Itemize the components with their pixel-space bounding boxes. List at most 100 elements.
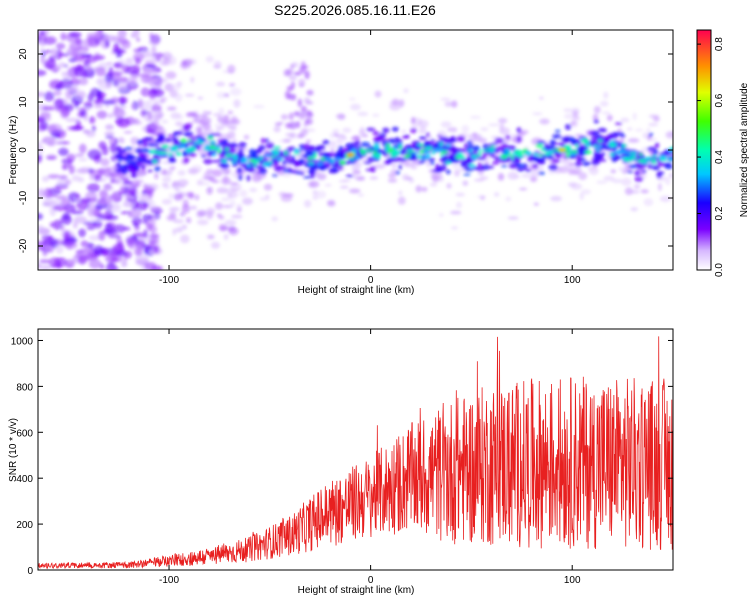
heatmap-blob: [180, 138, 188, 144]
heatmap-blob: [76, 248, 90, 259]
heatmap-blob: [298, 144, 306, 149]
heatmap-blob: [354, 145, 360, 148]
heatmap-blob: [206, 186, 213, 195]
heatmap-blob: [71, 125, 85, 131]
heatmap-blob: [582, 160, 591, 167]
heatmap-blob: [401, 135, 409, 139]
heatmap-blob: [136, 160, 142, 167]
heatmap-blob: [600, 100, 609, 107]
heatmap-blob: [415, 185, 422, 193]
heatmap-blob: [373, 137, 382, 140]
heatmap-blob: [620, 134, 626, 138]
heatmap-blob: [629, 190, 640, 194]
heatmap-blob: [74, 53, 86, 62]
heatmap-blob: [358, 128, 366, 137]
heatmap-blob: [350, 157, 355, 161]
heatmap-blob: [60, 78, 73, 89]
heatmap-blob: [651, 160, 657, 165]
heatmap-blob: [206, 234, 215, 240]
heatmap-blob: [303, 176, 313, 179]
heatmap-blob: [131, 103, 136, 110]
heatmap-blob: [88, 235, 101, 241]
heatmap-blob: [347, 153, 354, 157]
heatmap-blob: [126, 235, 132, 240]
heatmap-blob: [101, 99, 116, 105]
x-tick-label: 0: [368, 575, 374, 586]
heatmap-blob: [87, 208, 93, 215]
heatmap-blob: [101, 145, 109, 156]
heatmap-blob: [38, 225, 45, 231]
heatmap-blob: [240, 158, 249, 163]
heatmap-blob: [227, 110, 234, 115]
heatmap-blob: [548, 150, 554, 155]
heatmap-blob: [441, 150, 448, 154]
heatmap-blob: [445, 169, 451, 175]
heatmap-blob: [516, 166, 525, 172]
heatmap-blob: [98, 80, 113, 90]
heatmap-blob: [342, 178, 352, 183]
heatmap-blob: [464, 167, 474, 172]
heatmap-blob: [351, 149, 358, 154]
heatmap-blob: [457, 148, 466, 154]
colorbar-tick-label: 0.6: [714, 93, 725, 107]
heatmap-blob: [532, 112, 543, 116]
heatmap-blob: [559, 159, 572, 164]
heatmap-blob: [78, 228, 87, 238]
heatmap-blob: [121, 112, 128, 117]
heatmap-blob: [278, 192, 287, 197]
heatmap-blob: [440, 97, 451, 101]
heatmap-blob: [649, 165, 659, 168]
heatmap-blob: [174, 93, 183, 102]
heatmap-blob: [304, 70, 310, 80]
heatmap-blob: [578, 172, 588, 181]
heatmap-blob: [220, 197, 230, 202]
heatmap-blob: [321, 156, 326, 161]
heatmap-blob: [185, 112, 197, 118]
heatmap-blob: [148, 183, 160, 191]
heatmap-blob: [201, 177, 214, 180]
heatmap-blob: [608, 132, 619, 139]
heatmap-blob: [646, 156, 652, 161]
heatmap-blob: [53, 98, 65, 109]
colorbar-tick-label: 0.8: [714, 37, 725, 51]
heatmap-blob: [145, 64, 157, 68]
heatmap-blob: [136, 139, 144, 145]
heatmap-blob: [618, 138, 625, 143]
heatmap-blob: [60, 107, 70, 119]
heatmap-blob: [556, 153, 562, 159]
heatmap-blob: [96, 110, 108, 119]
heatmap-blob: [274, 122, 282, 127]
heatmap-blob: [104, 167, 116, 173]
heatmap-blob: [571, 149, 578, 154]
heatmap-blob: [468, 149, 474, 153]
heatmap-blob: [228, 227, 239, 236]
heatmap-blob: [212, 159, 220, 163]
heatmap-blob: [342, 136, 348, 141]
heatmap-blob: [229, 83, 236, 87]
heatmap-blob: [87, 242, 95, 249]
heatmap-blob: [190, 152, 197, 157]
heatmap-blob: [283, 69, 291, 76]
heatmap-blob: [325, 157, 331, 162]
heatmap-blob: [202, 117, 212, 123]
heatmap-blob: [159, 99, 165, 104]
heatmap-blob: [183, 142, 190, 146]
heatmap-blob: [164, 83, 174, 92]
heatmap-blob: [641, 161, 649, 164]
heatmap-blob: [472, 151, 479, 155]
heatmap-blob: [167, 134, 175, 137]
colorbar-ticks: 0.0 0.2 0.4 0.6 0.8: [697, 37, 725, 277]
heatmap-blob: [274, 165, 282, 172]
heatmap-blob: [293, 71, 302, 76]
heatmap-blob: [451, 100, 458, 108]
heatmap-blob: [410, 125, 419, 129]
heatmap-blob: [205, 55, 214, 63]
heatmap-blob: [619, 132, 624, 136]
heatmap-blob: [307, 161, 315, 165]
heatmap-blob: [316, 144, 326, 151]
heatmap-blob: [223, 93, 230, 98]
heatmap-blob: [293, 111, 301, 116]
heatmap-blob: [367, 156, 376, 163]
heatmap-blob: [140, 87, 150, 97]
heatmap-blob: [570, 183, 583, 190]
